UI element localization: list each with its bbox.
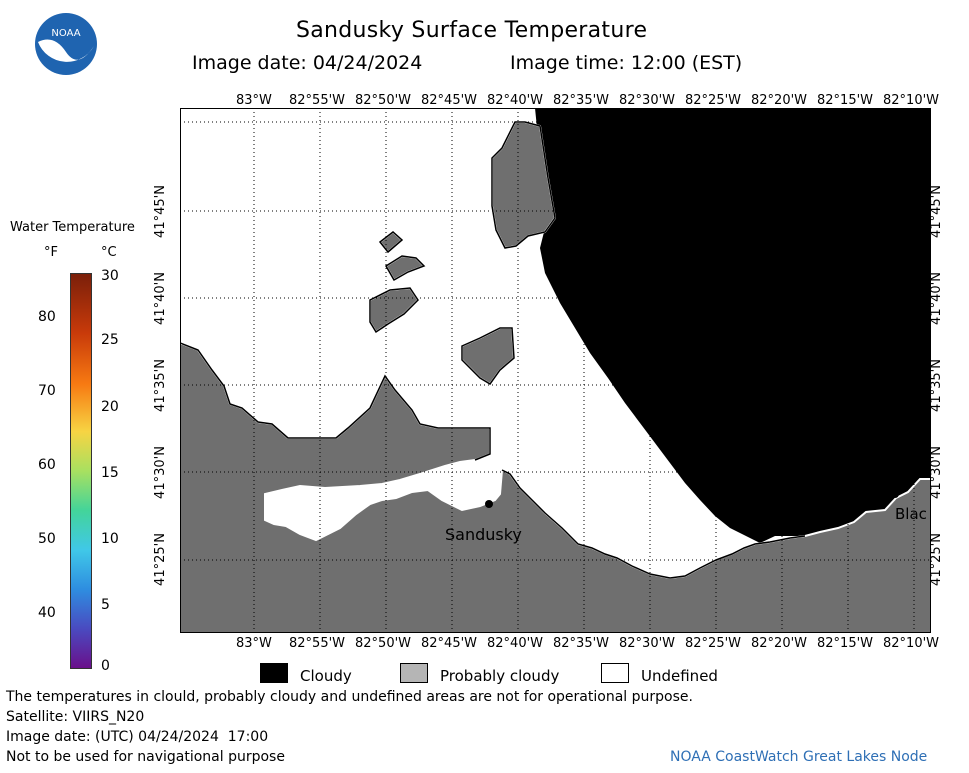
temperature-color-bar — [70, 273, 92, 669]
lon-bottom-8240w: 82°40'W — [487, 636, 544, 651]
c-tick-10: 10 — [101, 531, 119, 547]
legend-swatch-cloudy — [260, 663, 288, 683]
lat-left-4125n: 41°25'N — [152, 533, 168, 586]
c-tick-30: 30 — [101, 268, 119, 284]
footer-image-date-utc: Image date: (UTC) 04/24/2024 17:00 — [6, 729, 269, 745]
image-time-label: Image time: 12:00 (EST) — [510, 52, 743, 74]
lon-bottom-8225w: 82°25'W — [685, 636, 742, 651]
sandusky-marker — [485, 500, 493, 508]
f-tick-80: 80 — [38, 309, 56, 325]
legend-swatch-undefined — [601, 663, 629, 683]
lon-top-8235w: 82°35'W — [553, 93, 610, 108]
lon-top-8240w: 82°40'W — [487, 93, 544, 108]
unit-celsius: °C — [101, 245, 117, 260]
lon-bottom-8255w: 82°55'W — [289, 636, 346, 651]
f-tick-70: 70 — [38, 383, 56, 399]
lon-top-8220w: 82°20'W — [751, 93, 808, 108]
place-label-sandusky: Sandusky — [445, 525, 522, 544]
f-tick-60: 60 — [38, 457, 56, 473]
lon-top-8230w: 82°30'W — [619, 93, 676, 108]
image-date-label: Image date: 04/24/2024 — [192, 52, 423, 74]
c-tick-5: 5 — [101, 597, 110, 613]
lon-top-8210w: 82°10'W — [883, 93, 940, 108]
lon-bottom-8215w: 82°15'W — [817, 636, 874, 651]
lon-top-8225w: 82°25'W — [685, 93, 742, 108]
lat-left-4130n: 41°30'N — [152, 446, 168, 499]
lat-right-4140n: 41°40'N — [928, 272, 944, 325]
lat-left-4135n: 41°35'N — [152, 359, 168, 412]
sst-map — [179, 108, 932, 634]
lon-bottom-8245w: 82°45'W — [421, 636, 478, 651]
noaa-logo: NOAA — [34, 12, 98, 76]
cloudy-region — [535, 108, 931, 543]
lon-top-8250w: 82°50'W — [355, 93, 412, 108]
lat-left-4140n: 41°40'N — [152, 272, 168, 325]
c-tick-20: 20 — [101, 399, 119, 415]
map-title: Sandusky Surface Temperature — [296, 18, 648, 43]
legend-label-probably-cloudy: Probably cloudy — [440, 667, 560, 685]
legend-label-cloudy: Cloudy — [300, 667, 352, 685]
lon-bottom-8235w: 82°35'W — [553, 636, 610, 651]
lon-top-8215w: 82°15'W — [817, 93, 874, 108]
lon-top-83w: 83°W — [236, 93, 272, 108]
lat-left-4145n: 41°45'N — [152, 185, 168, 238]
lon-bottom-8230w: 82°30'W — [619, 636, 676, 651]
lat-right-4130n: 41°30'N — [928, 446, 944, 499]
c-tick-15: 15 — [101, 465, 119, 481]
lon-bottom-8250w: 82°50'W — [355, 636, 412, 651]
f-tick-50: 50 — [38, 531, 56, 547]
f-tick-40: 40 — [38, 605, 56, 621]
legend-swatch-probably-cloudy — [400, 663, 428, 683]
lon-bottom-83w: 83°W — [236, 636, 272, 651]
legend-label-undefined: Undefined — [641, 667, 718, 685]
lon-top-8245w: 82°45'W — [421, 93, 478, 108]
lat-right-4125n: 41°25'N — [928, 533, 944, 586]
lon-bottom-8220w: 82°20'W — [751, 636, 808, 651]
colorbar-title: Water Temperature — [10, 220, 135, 235]
c-tick-0: 0 — [101, 658, 110, 674]
lat-right-4135n: 41°35'N — [928, 359, 944, 412]
footer-satellite: Satellite: VIIRS_N20 — [6, 709, 145, 725]
footer-disclaimer: The temperatures in clould, probably clo… — [6, 689, 693, 705]
svg-text:NOAA: NOAA — [51, 28, 80, 39]
footer-credit: NOAA CoastWatch Great Lakes Node — [670, 749, 928, 765]
place-label-blac: Blac — [895, 505, 927, 523]
unit-fahrenheit: °F — [44, 245, 58, 260]
c-tick-25: 25 — [101, 332, 119, 348]
lon-bottom-8210w: 82°10'W — [883, 636, 940, 651]
footer-nav-warning: Not to be used for navigational purpose — [6, 749, 285, 765]
lon-top-8255w: 82°55'W — [289, 93, 346, 108]
blac-marker — [891, 490, 899, 498]
lat-right-4145n: 41°45'N — [928, 185, 944, 238]
